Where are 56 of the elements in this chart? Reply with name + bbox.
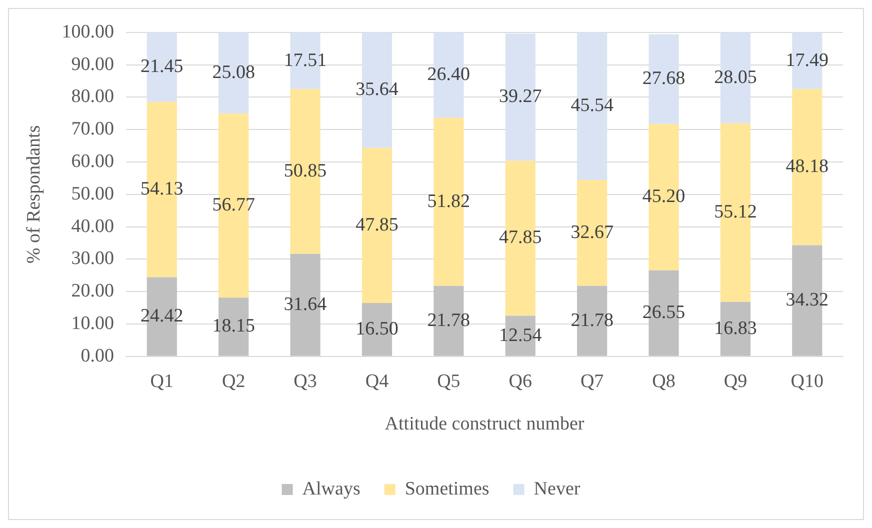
data-label: 12.54	[498, 324, 542, 346]
data-label: 18.15	[212, 316, 255, 337]
y-axis-title: % of Respondants	[23, 125, 44, 264]
data-label: 45.54	[570, 95, 614, 116]
data-label: 27.68	[642, 68, 686, 90]
data-label: 17.51	[284, 50, 327, 71]
y-tick-label: 0.00	[80, 345, 114, 366]
x-tick-label: Q10	[790, 370, 824, 392]
data-label: 17.49	[786, 50, 829, 71]
y-tick-label: 20.00	[71, 280, 114, 302]
data-label: 45.20	[642, 186, 686, 208]
x-tick-label: Q4	[365, 370, 390, 392]
y-tick-label: 100.00	[62, 21, 114, 42]
data-label: 51.82	[427, 190, 470, 212]
x-tick-label: Q7	[580, 370, 604, 392]
y-tick-label: 40.00	[71, 216, 114, 237]
y-tick-label: 50.00	[71, 183, 114, 204]
y-tick-label: 70.00	[71, 118, 114, 140]
data-label: 26.55	[642, 302, 686, 324]
data-label: 54.13	[140, 178, 184, 200]
data-label: 48.18	[786, 156, 829, 178]
data-label: 25.08	[212, 62, 255, 84]
x-axis-title: Attitude construct number	[384, 414, 585, 435]
data-label: 31.64	[284, 294, 328, 315]
legend-label: Never	[534, 478, 581, 500]
data-label: 16.83	[714, 318, 757, 339]
data-label: 47.85	[498, 227, 542, 248]
data-label: 21.78	[570, 310, 614, 331]
data-label: 34.32	[786, 290, 829, 311]
data-label: 21.78	[427, 310, 470, 331]
y-tick-label: 80.00	[71, 86, 114, 108]
x-tick-label: Q6	[508, 370, 532, 392]
y-tick-label: 30.00	[71, 248, 114, 270]
data-label: 50.85	[284, 160, 327, 182]
data-label: 47.85	[356, 214, 398, 236]
y-tick-label: 90.00	[71, 54, 114, 75]
data-label: 55.12	[714, 202, 757, 223]
data-label: 21.45	[140, 56, 184, 78]
data-label: 28.05	[714, 66, 757, 88]
y-tick-label: 10.00	[71, 312, 114, 334]
x-tick-label: Q8	[652, 370, 676, 392]
data-label: 39.27	[498, 86, 542, 108]
data-label: 32.67	[570, 222, 614, 243]
x-tick-label: Q9	[724, 370, 748, 392]
data-label: 16.50	[356, 318, 398, 340]
x-tick-label: Q5	[437, 370, 460, 392]
x-tick-label: Q1	[150, 370, 174, 392]
data-label: 56.77	[212, 194, 255, 216]
legend-label: Sometimes	[404, 478, 490, 500]
x-tick-label: Q2	[222, 370, 246, 392]
x-tick-label: Q3	[294, 370, 317, 392]
y-tick-label: 60.00	[71, 150, 114, 172]
data-label: 26.40	[427, 64, 470, 86]
data-label: 35.64	[356, 79, 399, 100]
data-label: 24.42	[140, 306, 184, 327]
legend-label: Always	[302, 478, 360, 500]
